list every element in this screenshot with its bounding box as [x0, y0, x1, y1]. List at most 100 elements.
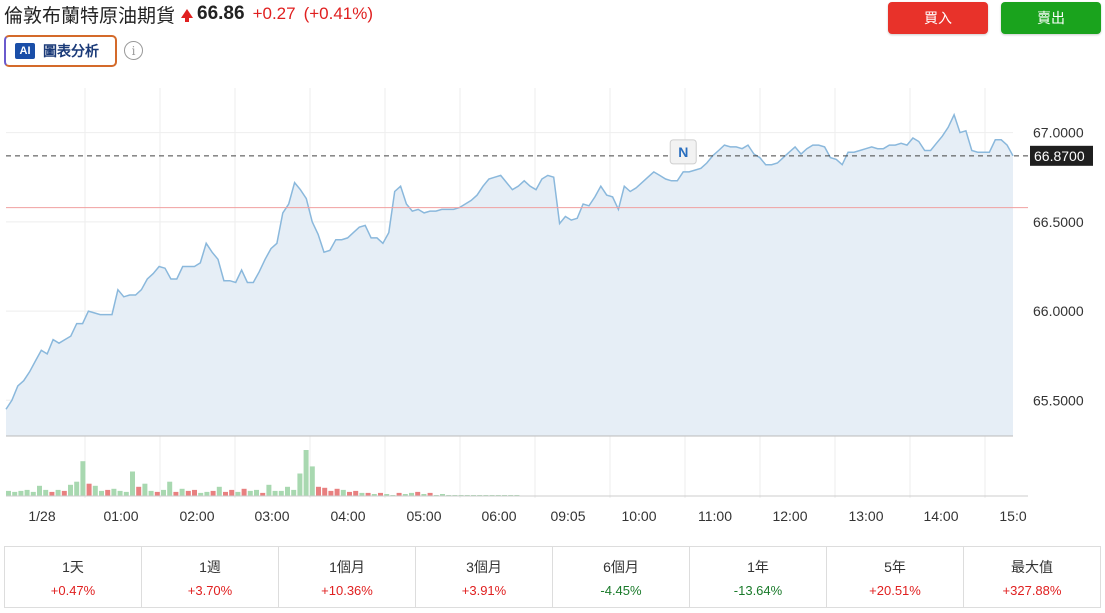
y-axis-tick-label: 66.5000: [1033, 214, 1084, 230]
volume-bar: [297, 473, 303, 496]
volume-bar: [30, 491, 36, 496]
price-line: [5, 112, 1014, 410]
volume-bar: [43, 489, 49, 496]
period-tile[interactable]: 1個月 +10.36%: [279, 547, 416, 607]
volume-bar: [365, 492, 371, 496]
volume-bar: [204, 491, 210, 496]
volume-bar: [99, 490, 104, 496]
period-label: 1個月: [329, 558, 365, 575]
period-tile[interactable]: 1天 +0.47%: [5, 547, 142, 607]
sell-button[interactable]: 賣出: [1001, 2, 1101, 34]
period-change-value: -4.45%: [600, 582, 642, 598]
volume-bar: [322, 487, 328, 496]
volume-bar: [55, 489, 61, 496]
volume-bar: [272, 490, 278, 496]
period-tile[interactable]: 1年 -13.64%: [690, 547, 827, 607]
volume-bar: [260, 492, 266, 496]
volume-bar: [117, 490, 123, 496]
volume-bar: [229, 489, 235, 496]
volume-bar: [123, 491, 129, 496]
volume-bar: [378, 492, 383, 496]
volume-bar: [278, 490, 284, 496]
volume-bar: [105, 489, 111, 496]
period-change-value: +3.70%: [187, 582, 233, 598]
period-change-value: +20.51%: [869, 582, 921, 598]
period-tile[interactable]: 3個月 +3.91%: [416, 547, 553, 607]
period-tile[interactable]: 1週 +3.70%: [142, 547, 279, 607]
period-change-value: +327.88%: [1002, 582, 1062, 598]
ai-chart-analysis-button[interactable]: AI 圖表分析: [4, 35, 117, 67]
volume-bar: [247, 490, 253, 496]
volume-bar: [254, 489, 259, 496]
volume-bar: [18, 490, 24, 496]
last-price-label-box: [1030, 145, 1093, 166]
x-axis-tick-label: 12:00: [772, 508, 807, 524]
x-axis-tick-label: 04:00: [330, 508, 365, 524]
period-label: 1天: [62, 558, 84, 575]
y-axis-tick-label: 67.0000: [1033, 125, 1084, 141]
volume-bar: [216, 486, 222, 496]
quote-header: 倫敦布蘭特原油期貨 66.86 +0.27 (+0.41%): [4, 2, 374, 27]
instrument-title: 倫敦布蘭特原油期貨: [4, 5, 176, 27]
volume-bar: [384, 494, 390, 496]
volume-bar: [49, 491, 55, 496]
volume-bar: [402, 494, 408, 496]
y-axis-tick-label: 66.0000: [1033, 303, 1084, 319]
period-change-value: +3.91%: [461, 582, 507, 598]
period-change-value: -13.64%: [733, 582, 783, 598]
volume-bar: [353, 490, 359, 496]
volume-bar: [427, 492, 433, 496]
volume-bar: [192, 489, 197, 496]
volume-bar: [74, 481, 80, 496]
x-axis-tick-label: 11:00: [698, 508, 732, 524]
news-marker-box: [669, 139, 697, 165]
volume-bar: [396, 492, 402, 496]
period-tile[interactable]: 最大值 +327.88%: [964, 547, 1100, 607]
price-chart[interactable]: 67.0000 66.5000 66.0000 65.5000 66.8700 N 1/28…: [0, 78, 1105, 528]
x-axis-tick-label: 05:00: [406, 508, 441, 524]
volume-bar: [148, 490, 154, 496]
last-price: 66.86: [197, 3, 245, 24]
volume-bar: [111, 488, 117, 496]
volume-bar: [266, 484, 272, 496]
volume-bar: [415, 491, 421, 496]
buy-button[interactable]: 買入: [888, 2, 988, 34]
volume-bar: [409, 492, 414, 496]
x-axis-tick-label: 06:00: [481, 508, 516, 524]
volume-bar: [130, 471, 135, 496]
volume-bar: [179, 488, 185, 496]
period-tile[interactable]: 6個月 -4.45%: [553, 547, 690, 607]
volume-bar: [334, 488, 340, 496]
volume-bar: [12, 491, 18, 496]
period-label: 5年: [884, 558, 906, 575]
volume-bar: [223, 491, 228, 496]
volume-bar: [210, 490, 216, 496]
price-change-percent: (+0.41%): [303, 4, 374, 23]
volume-bar: [80, 461, 86, 496]
volume-bar: [309, 466, 315, 496]
x-axis-tick-label: 09:05: [550, 508, 585, 524]
volume-bar: [173, 491, 179, 496]
period-change-value: +0.47%: [50, 582, 96, 598]
x-axis-tick-label: 1/28: [28, 508, 55, 524]
price-change: +0.27: [252, 4, 296, 23]
period-tile[interactable]: 5年 +20.51%: [827, 547, 964, 607]
last-price-label: 66.8700: [1034, 148, 1085, 164]
volume-bar: [61, 490, 67, 496]
volume-bar: [198, 492, 204, 496]
period-label: 1年: [747, 558, 769, 575]
volume-bar: [154, 491, 160, 496]
period-change-value: +10.36%: [321, 582, 373, 598]
volume-bar: [235, 491, 241, 496]
volume-bar: [142, 483, 148, 496]
volume-bar: [185, 490, 191, 496]
volume-bar: [37, 485, 42, 496]
up-arrow-icon: [181, 8, 194, 22]
y-axis-tick-label: 65.5000: [1033, 392, 1084, 408]
volume-bar: [92, 485, 98, 496]
info-icon[interactable]: i: [124, 41, 143, 60]
volume-bar: [86, 483, 92, 496]
period-label: 1週: [199, 558, 221, 575]
period-performance-bar: 1天 +0.47% 1週 +3.70% 1個月 +10.36% 3個月 +3.91% 6個月 -4…: [4, 546, 1101, 608]
volume-bar: [161, 489, 166, 496]
